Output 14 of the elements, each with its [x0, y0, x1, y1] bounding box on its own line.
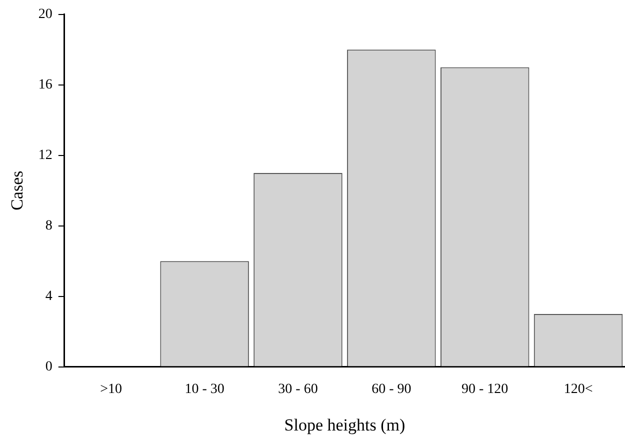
y-tick-label: 20: [38, 7, 52, 22]
x-tick-label: 60 - 90: [372, 382, 412, 397]
y-tick-label: 12: [38, 148, 52, 164]
x-axis-title: Slope heights (m): [284, 415, 406, 434]
x-tick-label: 30 - 60: [278, 382, 318, 397]
y-tick-label: 4: [45, 288, 52, 304]
y-tick-label: 8: [45, 218, 52, 234]
x-tick-label: >10: [100, 382, 122, 397]
x-tick-label: 10 - 30: [184, 382, 224, 397]
x-tick-label: 90 - 120: [462, 382, 508, 397]
x-tick-label: 120<: [564, 382, 593, 397]
y-tick-label: 16: [38, 78, 52, 93]
y-tick-label: 0: [45, 359, 52, 374]
y-axis-title: Cases: [8, 170, 27, 210]
